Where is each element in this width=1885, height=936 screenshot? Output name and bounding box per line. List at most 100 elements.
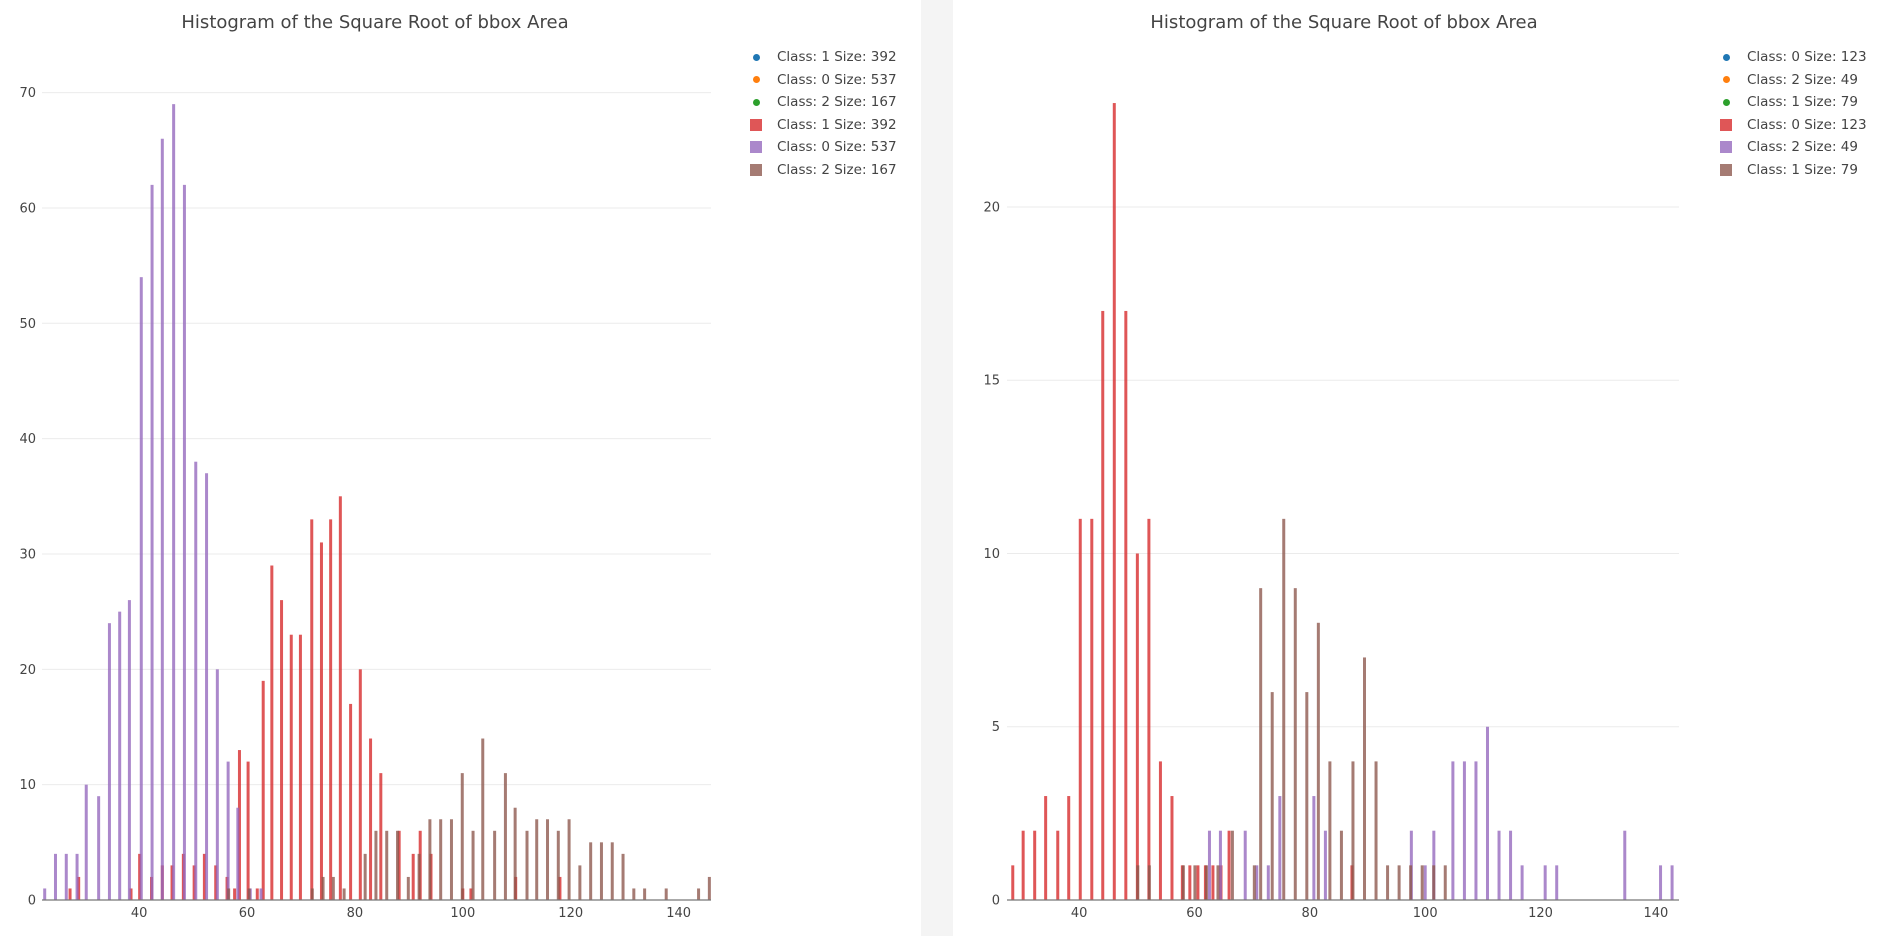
legend-item[interactable]: Class: 0 Size: 123 <box>1715 114 1867 137</box>
legend-item[interactable]: Class: 0 Size: 537 <box>745 69 897 92</box>
histogram-bar <box>385 830 389 900</box>
legend-item[interactable]: Class: 2 Size: 167 <box>745 159 897 182</box>
legend-label: Class: 2 Size: 49 <box>1747 71 1858 88</box>
legend-item[interactable]: Class: 1 Size: 79 <box>1715 159 1867 182</box>
histogram-bar <box>129 888 133 900</box>
histogram-bar <box>1351 761 1355 900</box>
histogram-bar <box>1420 865 1424 900</box>
histogram-bar <box>1623 830 1627 900</box>
histogram-bar <box>1462 761 1466 900</box>
histogram-bar <box>202 853 206 900</box>
histogram-bar <box>1485 726 1489 900</box>
histogram-bar <box>621 853 625 900</box>
histogram-bar <box>1135 553 1139 900</box>
histogram-bar <box>1211 865 1215 900</box>
histogram-bar <box>236 807 240 900</box>
histogram-bar <box>107 623 111 900</box>
histogram-bar <box>1266 865 1270 900</box>
histogram-bar <box>1230 830 1234 900</box>
histogram-bar <box>247 888 251 900</box>
histogram-bar <box>127 600 131 900</box>
histogram-bar <box>1278 796 1282 900</box>
histogram-bar <box>503 773 507 900</box>
legend-item[interactable]: Class: 1 Size: 392 <box>745 114 897 137</box>
histogram-bar <box>182 184 186 900</box>
histogram-bar <box>599 842 603 900</box>
histogram-bar <box>192 865 196 900</box>
histogram-bar <box>1078 518 1082 900</box>
histogram-bar <box>358 669 362 900</box>
y-tick-label: 20 <box>19 663 36 678</box>
legend-item[interactable]: Class: 2 Size: 49 <box>1715 69 1867 92</box>
legend-square-marker <box>745 141 767 154</box>
legend-item[interactable]: Class: 1 Size: 79 <box>1715 91 1867 114</box>
y-tick-label: 0 <box>28 894 36 909</box>
legend-item[interactable]: Class: 0 Size: 537 <box>745 136 897 159</box>
x-tick-label: 60 <box>239 906 256 921</box>
histogram-bar <box>1659 865 1663 900</box>
histogram-bar <box>1316 622 1320 900</box>
histogram-bar <box>1305 692 1309 900</box>
histogram-bar <box>298 634 302 900</box>
histogram-bar <box>310 888 314 900</box>
legend-dot-marker <box>745 53 767 61</box>
y-tick-label: 40 <box>19 432 36 447</box>
histogram-bar <box>1363 657 1367 900</box>
legend-dot-marker <box>745 98 767 106</box>
histogram-bar <box>567 819 571 900</box>
histogram-bar <box>139 277 143 900</box>
histogram-bar <box>556 830 560 900</box>
legend-item[interactable]: Class: 2 Size: 167 <box>745 91 897 114</box>
legend-label: Class: 0 Size: 537 <box>777 71 897 88</box>
legend-square-marker <box>1715 141 1737 154</box>
histogram-bar <box>97 796 101 900</box>
histogram-bar <box>237 750 241 900</box>
legend-square-marker <box>1715 163 1737 176</box>
histogram-bar <box>1056 830 1060 900</box>
histogram-bar <box>1282 518 1286 900</box>
histogram-bar <box>1409 865 1413 900</box>
histogram-bar <box>1323 830 1327 900</box>
histogram-bar <box>469 888 473 900</box>
histogram-bar <box>1101 310 1105 900</box>
histogram-bar <box>64 853 68 900</box>
histogram-bar <box>270 565 274 900</box>
histogram-bar <box>1067 796 1071 900</box>
legend-label: Class: 2 Size: 167 <box>777 94 897 111</box>
histogram-bar <box>1170 796 1174 900</box>
histogram-bar <box>342 888 346 900</box>
histogram-bar <box>1227 830 1231 900</box>
x-tick-label: 40 <box>131 906 148 921</box>
y-tick-label: 10 <box>983 547 1000 562</box>
histogram-bar <box>1474 761 1478 900</box>
y-tick-label: 5 <box>992 720 1000 735</box>
x-tick-label: 60 <box>1186 906 1203 921</box>
legend-item[interactable]: Class: 2 Size: 49 <box>1715 136 1867 159</box>
y-tick-label: 15 <box>983 374 1000 389</box>
histogram-bar <box>406 876 410 900</box>
legend-item[interactable]: Class: 1 Size: 392 <box>745 46 897 69</box>
histogram-bar <box>1252 865 1256 900</box>
histogram-plot: 0 10 20 30 40 50 60 70 40 60 80 100 120 140 <box>19 86 711 921</box>
histogram-bar <box>84 784 88 900</box>
histogram-bar <box>138 853 142 900</box>
chart-panel-left: Histogram of the Square Root of bbox Are… <box>0 0 921 936</box>
legend-label: Class: 2 Size: 49 <box>1747 139 1858 156</box>
histogram-bar <box>338 496 342 900</box>
legend-item[interactable]: Class: 0 Size: 123 <box>1715 46 1867 69</box>
histogram-bar <box>428 819 432 900</box>
histogram-bar <box>1555 865 1559 900</box>
legend-dot-marker <box>1715 76 1737 84</box>
histogram-bar <box>1124 310 1128 900</box>
histogram-bar <box>1374 761 1378 900</box>
histogram-bar <box>160 138 164 900</box>
histogram-bar <box>289 634 293 900</box>
histogram-bar <box>1218 830 1222 900</box>
histogram-bar <box>1207 830 1211 900</box>
histogram-bar <box>1021 830 1025 900</box>
histogram-bar <box>471 830 475 900</box>
histogram-bar <box>215 669 219 900</box>
legend-label: Class: 2 Size: 167 <box>777 161 897 178</box>
legend: Class: 1 Size: 392 Class: 0 Size: 537 Clas… <box>745 46 897 181</box>
histogram-bar <box>214 865 218 900</box>
